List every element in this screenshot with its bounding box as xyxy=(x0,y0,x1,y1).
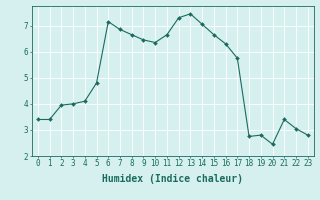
X-axis label: Humidex (Indice chaleur): Humidex (Indice chaleur) xyxy=(102,174,243,184)
